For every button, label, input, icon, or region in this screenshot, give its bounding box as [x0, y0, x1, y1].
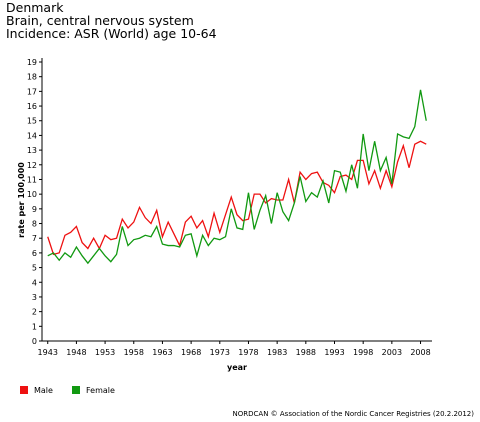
- y-axis-label: rate per 100,000: [17, 162, 26, 238]
- x-tick-label: 1953: [95, 348, 115, 357]
- y-tick-label: 9: [32, 205, 37, 214]
- chart-title: Incidence: ASR (World) age 10-64: [6, 26, 217, 41]
- x-tick-label: 1998: [353, 348, 373, 357]
- legend-label: Female: [86, 386, 115, 395]
- x-tick-label: 1988: [296, 348, 316, 357]
- y-tick-label: 1: [32, 322, 37, 331]
- y-tick-label: 8: [32, 220, 37, 229]
- y-tick-label: 16: [27, 102, 37, 111]
- legend-swatch: [20, 386, 28, 394]
- x-tick-label: 2008: [410, 348, 430, 357]
- y-tick-label: 7: [32, 234, 37, 243]
- y-tick-label: 0: [32, 337, 37, 346]
- y-tick-label: 15: [27, 117, 37, 126]
- y-tick-label: 13: [27, 146, 37, 155]
- y-tick-label: 3: [32, 293, 37, 302]
- y-tick-label: 6: [32, 249, 37, 258]
- chart-title: Brain, central nervous system: [6, 13, 194, 28]
- y-tick-label: 14: [27, 131, 37, 140]
- x-tick-label: 1958: [124, 348, 144, 357]
- footnote: NORDCAN © Association of the Nordic Canc…: [233, 410, 475, 418]
- y-tick-label: 12: [27, 161, 37, 170]
- x-tick-label: 1948: [66, 348, 86, 357]
- x-tick-label: 1978: [238, 348, 258, 357]
- series-line: [47, 140, 427, 256]
- y-tick-label: 10: [27, 190, 37, 199]
- x-tick-label: 1973: [210, 348, 230, 357]
- y-tick-label: 2: [32, 308, 37, 317]
- x-tick-label: 1993: [324, 348, 344, 357]
- x-tick-label: 1943: [38, 348, 58, 357]
- y-tick-label: 5: [32, 264, 37, 273]
- y-tick-label: 4: [32, 278, 37, 287]
- y-tick-label: 18: [27, 73, 37, 82]
- legend-swatch: [72, 386, 80, 394]
- y-tick-label: 17: [27, 87, 37, 96]
- x-tick-label: 1963: [152, 348, 172, 357]
- series-line: [47, 89, 427, 265]
- x-tick-label: 2003: [382, 348, 402, 357]
- chart-title: Denmark: [6, 0, 64, 15]
- legend-label: Male: [34, 386, 53, 395]
- x-tick-label: 1968: [181, 348, 201, 357]
- y-tick-label: 11: [27, 175, 37, 184]
- y-tick-label: 19: [27, 58, 37, 67]
- x-tick-label: 1983: [267, 348, 287, 357]
- x-axis-label: year: [227, 363, 247, 372]
